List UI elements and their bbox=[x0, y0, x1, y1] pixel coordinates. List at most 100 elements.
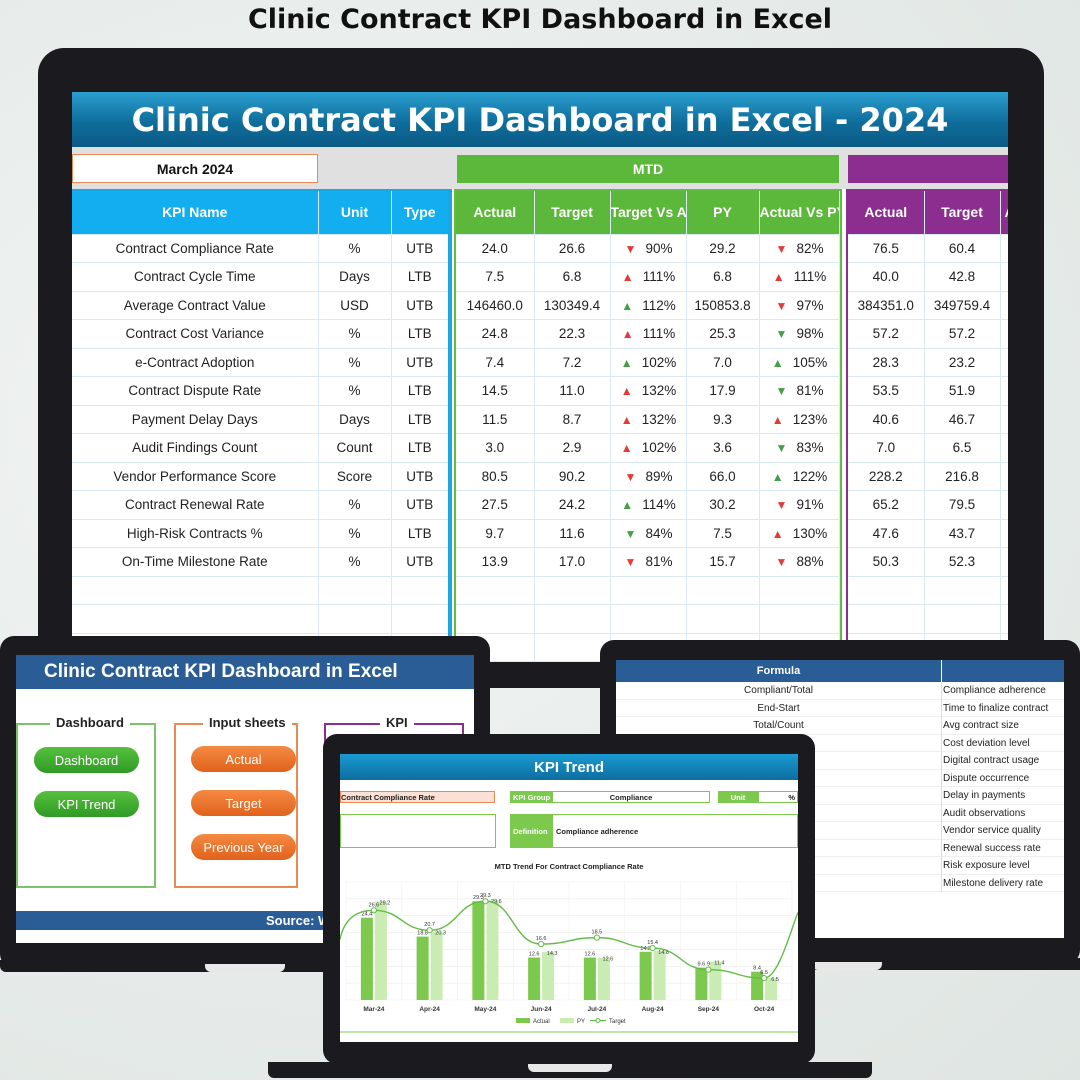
mtd-tva-value: 102% bbox=[641, 354, 677, 370]
target-sheet-button[interactable]: Target bbox=[191, 790, 296, 816]
mtd-tva-cell: ▼ 89% bbox=[610, 462, 687, 491]
mtd-tva-value: 102% bbox=[641, 440, 677, 456]
definition-cell: Time to finalize contract bbox=[943, 702, 1049, 714]
kpi-name-cell: On-Time Milestone Rate bbox=[72, 547, 319, 577]
ytd-target-cell: 6.5 bbox=[924, 433, 1001, 463]
down-red-arrow-icon: ▼ bbox=[775, 555, 788, 570]
definition-cell: Vendor service quality bbox=[943, 825, 1041, 836]
formula-cell bbox=[616, 839, 942, 857]
dashboard-button[interactable]: Dashboard bbox=[34, 747, 139, 773]
legend-py-label: PY bbox=[577, 1019, 585, 1025]
ytd-row: 65.2 79.5 bbox=[848, 490, 1008, 520]
ytd-row: 53.5 51.9 bbox=[848, 376, 1008, 406]
ytd-row: 50.3 52.3 bbox=[848, 547, 1008, 577]
kpi-type-cell: UTB bbox=[391, 291, 450, 320]
ytd-extra-cell bbox=[1000, 405, 1008, 434]
mtd-avp-cell: ▼ 81% bbox=[759, 376, 840, 406]
formula-cell bbox=[616, 874, 942, 892]
mtd-row: 13.9 17.0 ▼ 81% 15.7 ▼ 88% bbox=[456, 547, 840, 577]
up-red-arrow-icon: ▲ bbox=[620, 412, 633, 427]
mtd-avp-cell: ▲ 111% bbox=[759, 262, 840, 292]
mtd-avp-cell: ▲ 123% bbox=[759, 405, 840, 434]
bar-py bbox=[430, 931, 443, 1000]
kpi-name-cell: Average Contract Value bbox=[72, 291, 319, 320]
mtd-avp-value: 122% bbox=[792, 468, 828, 484]
kpi-row: Average Contract Value USD UTB bbox=[72, 291, 450, 320]
mtd-py-cell: 25.3 bbox=[686, 319, 760, 349]
formula-cell: End-Start bbox=[616, 699, 942, 717]
bar-py bbox=[597, 957, 610, 1000]
kpi-name-cell: Contract Cycle Time bbox=[72, 262, 319, 292]
header-kpi-name: KPI Name bbox=[72, 191, 319, 235]
ytd-target-cell: 349759.4 bbox=[924, 291, 1001, 320]
ytd-actual-cell: 40.0 bbox=[848, 262, 925, 292]
definition-cell: Dispute occurrence bbox=[943, 772, 1030, 784]
kpi-name-cell: Contract Dispute Rate bbox=[72, 376, 319, 406]
laptop-bottom-notch bbox=[528, 1064, 612, 1072]
label-py: 14.3 bbox=[547, 951, 558, 957]
kpi-blank-box bbox=[340, 814, 496, 848]
kpi-name-cell: Contract Cost Variance bbox=[72, 319, 319, 349]
mtd-row: 7.4 7.2 ▲ 102% 7.0 ▲ 105% bbox=[456, 348, 840, 377]
x-tick-label: May-24 bbox=[474, 1006, 496, 1013]
header-mtd-target: Target bbox=[534, 191, 611, 235]
mtd-tva-cell: ▼ 81% bbox=[610, 547, 687, 577]
ytd-target-cell: 46.7 bbox=[924, 405, 1001, 434]
kpi-name-selector[interactable]: Contract Compliance Rate bbox=[340, 791, 495, 803]
mtd-tva-value: 81% bbox=[645, 554, 673, 570]
mtd-actual-cell: 9.7 bbox=[456, 519, 535, 548]
label-actual: 12.6 bbox=[529, 952, 540, 958]
label-py: 20.3 bbox=[435, 931, 446, 937]
up-red-arrow-icon: ▲ bbox=[621, 327, 634, 342]
target-point bbox=[761, 974, 768, 982]
ytd-actual-cell: 65.2 bbox=[848, 490, 925, 520]
mtd-tva-value: 89% bbox=[645, 468, 673, 484]
dashboard-title: Clinic Contract KPI Dashboard in Excel -… bbox=[72, 92, 1008, 147]
previous-year-button[interactable]: Previous Year bbox=[191, 834, 296, 860]
target-point bbox=[649, 944, 656, 952]
bar-py bbox=[542, 951, 555, 1000]
down-green-arrow-icon: ▼ bbox=[775, 327, 788, 342]
mtd-py-cell: 66.0 bbox=[686, 462, 760, 491]
kpi-unit-cell: Days bbox=[318, 262, 392, 292]
formula-header-row: Formula bbox=[616, 660, 1064, 682]
label-py: 14.6 bbox=[658, 950, 669, 956]
kpi-row: On-Time Milestone Rate % UTB bbox=[72, 547, 450, 577]
ytd-row: 384351.0 349759.4 bbox=[848, 291, 1008, 320]
header-mtd-py: PY bbox=[686, 191, 760, 235]
kpi-trend-button[interactable]: KPI Trend bbox=[34, 791, 139, 817]
up-green-arrow-icon: ▲ bbox=[621, 498, 634, 513]
kpi-row: Contract Dispute Rate % LTB bbox=[72, 376, 450, 406]
kpi-name-cell: e-Contract Adoption bbox=[72, 348, 319, 377]
actual-sheet-button[interactable]: Actual bbox=[191, 746, 296, 772]
mtd-target-cell: 11.6 bbox=[534, 519, 611, 548]
ytd-target-cell: 79.5 bbox=[924, 490, 1001, 520]
bar-actual bbox=[751, 971, 764, 1000]
ytd-row: 40.0 42.8 bbox=[848, 262, 1008, 292]
mtd-row: 24.0 26.6 ▼ 90% 29.2 ▼ 82% bbox=[456, 234, 840, 263]
legend-py-swatch bbox=[560, 1018, 574, 1023]
label-actual: 8.4 bbox=[753, 966, 761, 972]
ytd-row: 28.3 23.2 bbox=[848, 348, 1008, 377]
mtd-avp-value: 123% bbox=[792, 411, 828, 427]
month-selector[interactable]: March 2024 bbox=[72, 154, 318, 183]
up-green-arrow-icon: ▲ bbox=[771, 355, 784, 370]
kpi-row: Contract Cycle Time Days LTB bbox=[72, 262, 450, 292]
target-point bbox=[705, 966, 712, 973]
empty-row bbox=[72, 604, 450, 634]
kpi-type-cell: LTB bbox=[391, 433, 450, 463]
empty-row bbox=[848, 604, 1008, 634]
mtd-tva-cell: ▲ 132% bbox=[610, 376, 687, 406]
kpi-unit-cell: Days bbox=[318, 405, 392, 434]
kpi-unit-cell: Score bbox=[318, 462, 392, 491]
bar-actual bbox=[639, 951, 652, 1000]
kpi-name-cell: Audit Findings Count bbox=[72, 433, 319, 463]
bar-py bbox=[653, 950, 666, 1000]
mtd-target-cell: 7.2 bbox=[534, 348, 611, 377]
ytd-row: 7.0 6.5 bbox=[848, 433, 1008, 463]
bar-py bbox=[486, 900, 499, 1000]
ytd-actual-cell: 228.2 bbox=[848, 462, 925, 491]
mtd-avp-value: 88% bbox=[796, 554, 824, 570]
target-point bbox=[426, 927, 433, 934]
x-tick-label: Aug-24 bbox=[642, 1006, 664, 1013]
